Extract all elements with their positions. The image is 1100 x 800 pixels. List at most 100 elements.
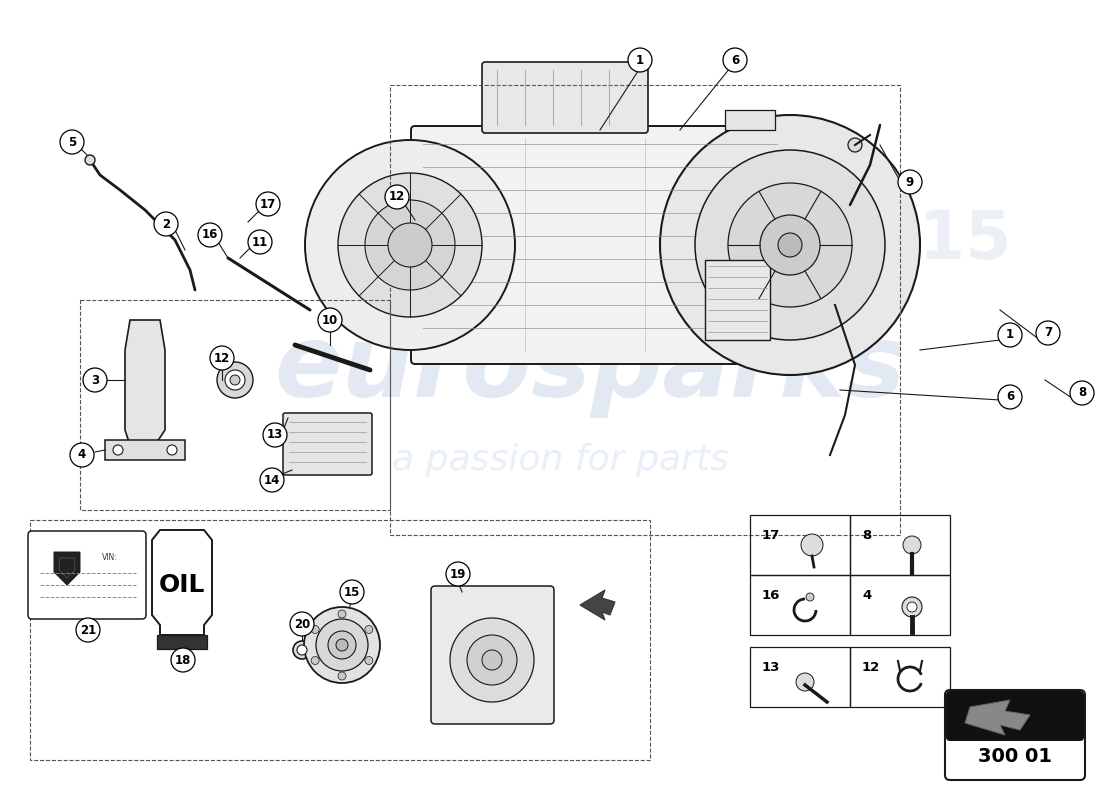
Text: 2: 2 bbox=[162, 218, 170, 230]
Circle shape bbox=[230, 375, 240, 385]
Text: 15: 15 bbox=[344, 586, 360, 598]
Circle shape bbox=[450, 618, 534, 702]
Circle shape bbox=[796, 673, 814, 691]
Circle shape bbox=[902, 597, 922, 617]
Circle shape bbox=[311, 657, 319, 665]
Bar bbox=[30, 520, 650, 760]
Text: 8: 8 bbox=[1078, 386, 1086, 399]
Circle shape bbox=[70, 443, 94, 467]
Text: 6: 6 bbox=[1005, 390, 1014, 403]
Circle shape bbox=[728, 183, 852, 307]
Text: 300 01: 300 01 bbox=[978, 747, 1052, 766]
Text: 12: 12 bbox=[862, 661, 880, 674]
Circle shape bbox=[256, 192, 280, 216]
Bar bbox=[157, 635, 207, 649]
Circle shape bbox=[210, 346, 234, 370]
Text: a passion for parts: a passion for parts bbox=[392, 443, 728, 477]
Polygon shape bbox=[152, 530, 212, 635]
Text: 7: 7 bbox=[1044, 326, 1052, 339]
FancyBboxPatch shape bbox=[28, 531, 146, 619]
Circle shape bbox=[628, 48, 652, 72]
FancyBboxPatch shape bbox=[283, 413, 372, 475]
Bar bbox=[750, 575, 850, 635]
Circle shape bbox=[385, 185, 409, 209]
Circle shape bbox=[76, 618, 100, 642]
Circle shape bbox=[695, 150, 886, 340]
FancyBboxPatch shape bbox=[411, 126, 789, 364]
Circle shape bbox=[801, 534, 823, 556]
Text: 12: 12 bbox=[213, 351, 230, 365]
Circle shape bbox=[903, 536, 921, 554]
Circle shape bbox=[848, 138, 862, 152]
Circle shape bbox=[778, 233, 802, 257]
Circle shape bbox=[263, 423, 287, 447]
Polygon shape bbox=[965, 700, 1030, 735]
Circle shape bbox=[226, 370, 245, 390]
Circle shape bbox=[760, 215, 820, 275]
Circle shape bbox=[998, 385, 1022, 409]
Text: 20: 20 bbox=[294, 618, 310, 630]
Text: 5: 5 bbox=[68, 135, 76, 149]
Bar bbox=[850, 515, 950, 575]
Circle shape bbox=[154, 212, 178, 236]
Circle shape bbox=[338, 672, 346, 680]
Bar bbox=[750, 647, 850, 707]
Polygon shape bbox=[104, 440, 185, 460]
Circle shape bbox=[365, 200, 455, 290]
Text: 10: 10 bbox=[322, 314, 338, 326]
Circle shape bbox=[290, 612, 314, 636]
Bar bbox=[390, 85, 900, 535]
Circle shape bbox=[365, 657, 373, 665]
Text: 4: 4 bbox=[862, 589, 871, 602]
Circle shape bbox=[446, 562, 470, 586]
Circle shape bbox=[82, 368, 107, 392]
Text: eurosparks: eurosparks bbox=[274, 322, 905, 418]
Circle shape bbox=[167, 445, 177, 455]
Circle shape bbox=[338, 173, 482, 317]
Bar bbox=[80, 300, 390, 510]
Text: 17: 17 bbox=[762, 529, 780, 542]
Text: VIN:: VIN: bbox=[102, 553, 118, 562]
Polygon shape bbox=[125, 320, 165, 445]
Circle shape bbox=[388, 223, 432, 267]
Bar bbox=[725, 110, 775, 130]
Bar bbox=[750, 515, 850, 575]
Text: 14: 14 bbox=[264, 474, 280, 486]
Circle shape bbox=[723, 48, 747, 72]
Circle shape bbox=[1070, 381, 1094, 405]
Text: OIL: OIL bbox=[158, 573, 206, 597]
FancyBboxPatch shape bbox=[482, 62, 648, 133]
Text: 18: 18 bbox=[175, 654, 191, 666]
Text: 4: 4 bbox=[78, 449, 86, 462]
Circle shape bbox=[908, 602, 917, 612]
Circle shape bbox=[311, 626, 319, 634]
Bar bbox=[850, 647, 950, 707]
Circle shape bbox=[305, 140, 515, 350]
Polygon shape bbox=[54, 552, 80, 585]
Circle shape bbox=[338, 610, 346, 618]
Circle shape bbox=[998, 323, 1022, 347]
FancyBboxPatch shape bbox=[945, 690, 1085, 780]
Circle shape bbox=[260, 468, 284, 492]
Circle shape bbox=[170, 648, 195, 672]
Text: 9: 9 bbox=[906, 175, 914, 189]
Text: 12: 12 bbox=[389, 190, 405, 203]
Circle shape bbox=[85, 155, 95, 165]
Circle shape bbox=[293, 641, 311, 659]
Text: 6: 6 bbox=[730, 54, 739, 66]
FancyBboxPatch shape bbox=[946, 691, 1084, 741]
Circle shape bbox=[113, 445, 123, 455]
Text: 21: 21 bbox=[80, 623, 96, 637]
Text: 1: 1 bbox=[636, 54, 645, 66]
Text: 19: 19 bbox=[450, 567, 466, 581]
FancyBboxPatch shape bbox=[431, 586, 554, 724]
Circle shape bbox=[328, 631, 356, 659]
Circle shape bbox=[468, 635, 517, 685]
Polygon shape bbox=[580, 590, 615, 620]
Text: 16: 16 bbox=[201, 229, 218, 242]
Circle shape bbox=[660, 115, 920, 375]
Circle shape bbox=[297, 645, 307, 655]
Bar bbox=[705, 260, 770, 340]
Circle shape bbox=[217, 362, 253, 398]
Bar bbox=[850, 575, 950, 635]
